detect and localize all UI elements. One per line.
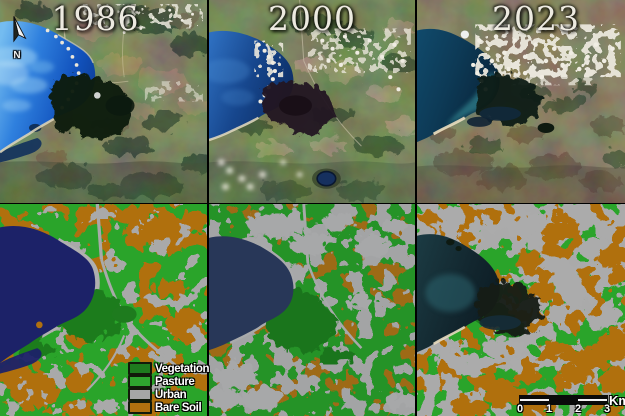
scale-bar-segment-3: [578, 396, 607, 404]
scale-bar-segments: [519, 395, 608, 405]
classified-map-2023: [417, 204, 625, 416]
legend-swatch-vegetation-icon: [128, 362, 152, 375]
north-arrow-label: N: [13, 50, 21, 61]
legend-swatch-bare-soil-icon: [128, 401, 152, 414]
panel-satellite-2023: 2023: [417, 0, 625, 203]
dark-wetland-1986: [44, 70, 135, 135]
buildings-2000: [218, 28, 411, 191]
lake-classified-1986: [0, 225, 96, 374]
scale-bar: 0 1 2 3 Km: [516, 393, 625, 416]
legend-label-urban: Urban: [155, 388, 187, 401]
classified-map-1986: [0, 204, 207, 416]
north-arrow-icon: N: [4, 8, 30, 61]
north-needle-icon: [13, 16, 27, 43]
legend-label-vegetation: Vegetation: [155, 362, 210, 375]
satellite-image-2023: [417, 0, 625, 203]
tint-overlay-2000: [209, 204, 415, 416]
legend-item-bare-soil: Bare Soil: [128, 401, 209, 414]
panel-satellite-2000: 2000: [209, 0, 415, 203]
scale-bar-segment-1: [520, 396, 549, 404]
satellite-image-2000: [209, 0, 415, 203]
urban-2023: [471, 24, 621, 92]
panel-classified-2000: [209, 204, 415, 416]
satellite-image-1986: [0, 0, 207, 203]
panel-classified-1986: [0, 204, 207, 416]
legend-label-pasture: Pasture: [155, 375, 195, 388]
scale-bar-segment-2: [549, 396, 578, 404]
lake-classified-2023: [417, 234, 539, 353]
legend-label-bare-soil: Bare Soil: [155, 401, 202, 414]
legend-item-pasture: Pasture: [128, 375, 209, 388]
scale-tick-1: 1: [545, 403, 553, 415]
legend-item-vegetation: Vegetation: [128, 362, 210, 375]
town-2000: [254, 40, 284, 104]
legend-swatch-pasture-icon: [128, 375, 152, 388]
urban-patches-2000: [209, 208, 415, 408]
scale-unit-label: Km: [609, 393, 625, 408]
panel-satellite-1986: 1986 N: [0, 0, 207, 203]
classified-map-2000: [209, 204, 415, 416]
legend-item-urban: Urban: [128, 388, 209, 401]
panel-classified-2023: [417, 204, 625, 416]
scale-tick-3: 3: [603, 403, 611, 415]
lake-classified-2000: [209, 236, 294, 351]
dark-wetland-2000: [258, 76, 331, 131]
scale-tick-0: 0: [516, 403, 524, 415]
buildings-1986: [82, 4, 203, 102]
pond-2000: [312, 168, 341, 189]
legend-swatch-urban-icon: [128, 388, 152, 401]
scale-tick-2: 2: [574, 403, 582, 415]
dark-wetland-2023: [466, 70, 555, 133]
legend: Vegetation Pasture Urban Bare Soil: [128, 362, 210, 414]
